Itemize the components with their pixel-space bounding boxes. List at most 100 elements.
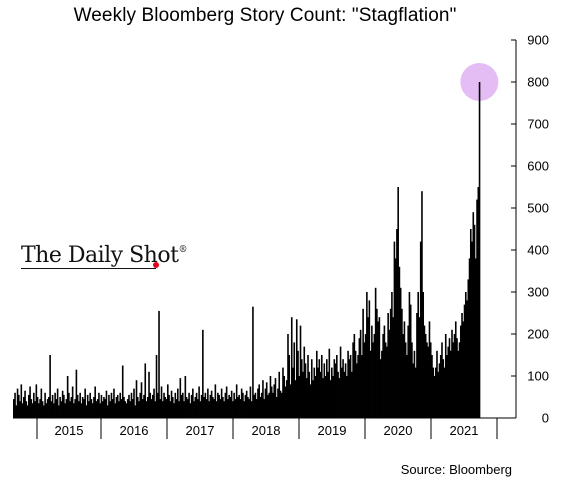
bar: [347, 350, 349, 418]
y-tick-label: 200: [527, 327, 549, 342]
bar: [329, 380, 332, 418]
bar: [260, 392, 263, 418]
bar: [242, 392, 244, 418]
bar: [168, 394, 170, 418]
bar: [148, 371, 150, 418]
bar: [364, 334, 367, 418]
bar: [84, 388, 86, 418]
bar: [36, 397, 39, 418]
bar: [199, 401, 202, 418]
bar: [334, 363, 337, 418]
bar: [352, 342, 354, 418]
bar: [469, 229, 472, 418]
bar: [169, 401, 172, 418]
bar: [407, 325, 409, 418]
bar: [372, 342, 374, 418]
bar: [341, 367, 343, 418]
bar: [45, 403, 48, 418]
bar: [337, 371, 339, 418]
bar: [373, 334, 376, 418]
bar: [115, 397, 118, 418]
bar: [149, 392, 152, 418]
bar: [424, 334, 427, 418]
bar: [349, 355, 352, 418]
bar: [401, 308, 403, 418]
bar: [237, 397, 239, 418]
bar: [239, 399, 242, 418]
bar: [16, 388, 19, 418]
bar: [192, 388, 194, 418]
bar: [153, 388, 155, 418]
bar: [312, 380, 314, 418]
bar: [436, 350, 438, 418]
bar: [332, 376, 334, 418]
bar: [83, 399, 85, 418]
bar: [124, 401, 127, 418]
bar: [272, 392, 274, 418]
bar: [258, 384, 260, 418]
bar: [174, 392, 177, 418]
bar: [317, 367, 319, 418]
bar: [244, 394, 247, 418]
bar: [310, 359, 313, 418]
bar: [466, 300, 468, 418]
bar: [285, 380, 288, 418]
bar: [139, 392, 142, 418]
bar: [449, 350, 452, 418]
bar: [194, 397, 197, 418]
bar: [383, 325, 386, 418]
bar: [224, 392, 227, 418]
bar: [409, 304, 412, 418]
bar: [66, 376, 69, 418]
bar: [468, 258, 471, 418]
bar: [464, 292, 467, 418]
bar: [454, 321, 457, 418]
bar: [448, 338, 451, 418]
bar: [39, 399, 41, 418]
bar: [444, 334, 447, 418]
bar: [51, 394, 54, 418]
bar: [280, 392, 283, 418]
bar: [474, 258, 477, 418]
bar: [404, 342, 407, 418]
bar: [283, 376, 286, 418]
bar: [41, 401, 44, 418]
y-tick-label: 700: [527, 117, 549, 132]
y-tick-label: 100: [527, 369, 549, 384]
bar: [106, 405, 109, 418]
bar: [146, 397, 149, 418]
bar: [24, 390, 26, 418]
bar: [287, 334, 289, 418]
bar: [34, 401, 36, 418]
bar: [397, 187, 399, 418]
bar: [222, 397, 224, 418]
bar: [254, 392, 257, 418]
bar: [208, 401, 210, 418]
bar: [408, 292, 411, 418]
bar: [346, 376, 348, 418]
bar: [265, 382, 268, 418]
bar: [458, 342, 461, 418]
brand-name: The Daily Shot: [21, 243, 179, 268]
bar: [136, 397, 139, 418]
bar: [376, 308, 378, 418]
bar: [461, 313, 463, 418]
bar: [438, 363, 441, 418]
bar: [234, 399, 237, 418]
brand-underline: [21, 268, 156, 269]
bar: [105, 390, 108, 418]
bar: [441, 342, 443, 418]
bar: [255, 399, 258, 418]
bar: [302, 371, 304, 418]
bar: [423, 325, 426, 418]
bar: [361, 355, 363, 418]
bar: [232, 401, 234, 418]
bar: [411, 342, 413, 418]
bar: [167, 384, 169, 418]
bar: [80, 403, 83, 418]
bar: [374, 287, 377, 418]
bar: [452, 342, 455, 418]
bar: [154, 401, 157, 418]
bar: [178, 401, 180, 418]
